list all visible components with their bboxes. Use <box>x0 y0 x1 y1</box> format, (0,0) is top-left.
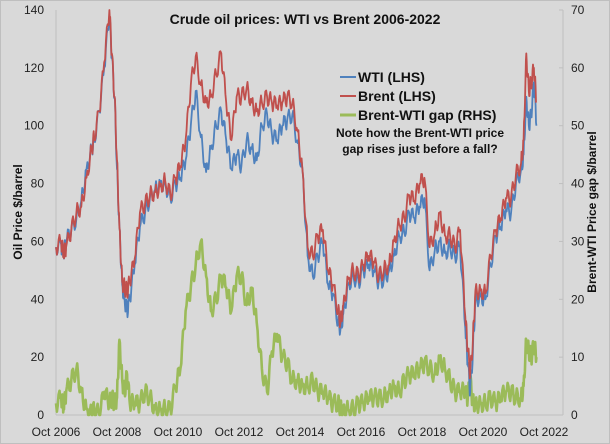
chart-title: Crude oil prices: WTI vs Brent 2006-2022 <box>170 11 441 27</box>
axes <box>55 10 564 416</box>
x-tick-label: Oct 2008 <box>93 425 142 439</box>
left-y-tick-label: 40 <box>31 292 45 306</box>
left-y-tick-label: 60 <box>31 234 45 248</box>
right-y-tick-label: 70 <box>571 3 585 17</box>
right-y-axis-label: Brent-WTI Price gap $/barrel <box>585 131 599 292</box>
right-y-tick-label: 30 <box>571 234 585 248</box>
left-y-tick-label: 0 <box>37 408 44 422</box>
legend-label-brent: Brent (LHS) <box>358 88 436 104</box>
left-y-tick-label: 100 <box>24 119 44 133</box>
legend-item-wti: WTI (LHS) <box>340 69 425 85</box>
right-y-tick-label: 0 <box>571 408 578 422</box>
left-y-tick-label: 20 <box>31 350 45 364</box>
x-tick-label: Oct 2016 <box>337 425 386 439</box>
right-y-axis-ticks: 0 10 20 30 40 50 60 70 <box>559 3 585 422</box>
x-axis-ticks: Oct 2006 Oct 2008 Oct 2010 Oct 2012 Oct 2014… <box>32 425 569 439</box>
series-group <box>54 9 538 417</box>
x-tick-label: Oct 2006 <box>32 425 81 439</box>
annotation-line-2: gap rises just before a fall? <box>342 142 497 156</box>
right-y-tick-label: 20 <box>571 292 585 306</box>
left-y-tick-label: 120 <box>24 61 44 75</box>
left-y-tick-label: 140 <box>24 3 44 17</box>
x-tick-label: Oct 2012 <box>215 425 264 439</box>
legend-item-brent: Brent (LHS) <box>340 88 436 104</box>
x-tick-label: Oct 2010 <box>154 425 203 439</box>
x-tick-label: Oct 2014 <box>276 425 325 439</box>
annotation-line-1: Note how the Brent-WTI price <box>336 126 504 140</box>
right-y-tick-label: 50 <box>571 119 585 133</box>
left-y-axis-label: Oil Price $/barrel <box>11 164 25 259</box>
legend-label-gap: Brent-WTI gap (RHS) <box>358 107 496 123</box>
legend: WTI (LHS) Brent (LHS) Brent-WTI gap (RHS… <box>340 69 496 123</box>
legend-label-wti: WTI (LHS) <box>358 69 425 85</box>
right-y-tick-label: 40 <box>571 177 585 191</box>
right-y-tick-label: 60 <box>571 61 585 75</box>
x-tick-label: Oct 2020 <box>459 425 508 439</box>
x-tick-label: Oct 2022 <box>520 425 569 439</box>
right-y-tick-label: 10 <box>571 350 585 364</box>
x-tick-label: Oct 2018 <box>398 425 447 439</box>
left-y-tick-label: 80 <box>31 177 45 191</box>
series-line-brent <box>55 9 538 380</box>
legend-item-gap: Brent-WTI gap (RHS) <box>340 107 496 123</box>
left-y-axis-ticks: 0 20 40 60 80 100 120 140 <box>24 3 44 422</box>
